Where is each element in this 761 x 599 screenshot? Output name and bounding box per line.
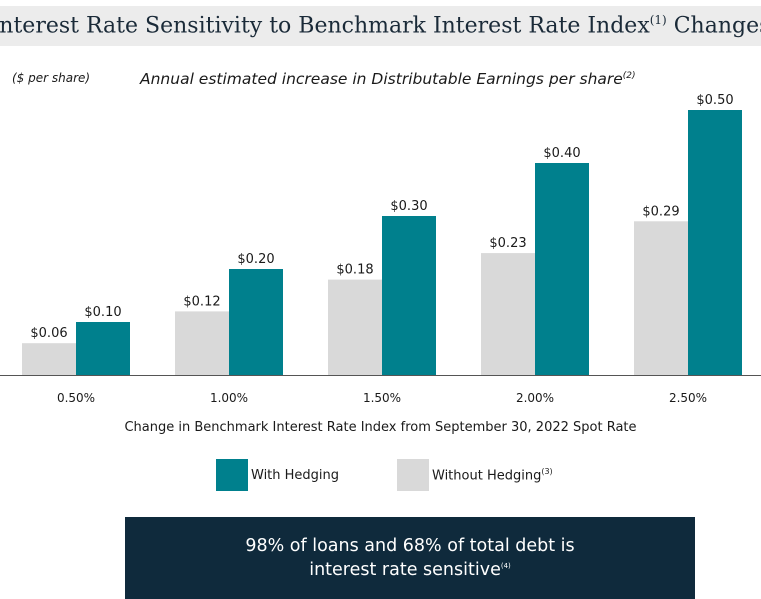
page-title: Interest Rate Sensitivity to Benchmark I… bbox=[0, 13, 761, 39]
x-tick-label-4: 2.00% bbox=[516, 391, 554, 405]
bar-without-hedging-4 bbox=[481, 253, 535, 375]
data-label-with-hedging-2: $0.20 bbox=[237, 252, 274, 267]
x-tick-label-1: 0.50% bbox=[57, 391, 95, 405]
callout-box: 98% of loans and 68% of total debt is in… bbox=[125, 517, 695, 599]
callout-footnote: (4) bbox=[500, 562, 511, 571]
data-label-without-hedging-3: $0.18 bbox=[336, 263, 373, 278]
chart-subtitle: Annual estimated increase in Distributab… bbox=[140, 70, 636, 88]
callout-line-2: interest rate sensitive(4) bbox=[309, 559, 511, 580]
legend-footnote: (3) bbox=[541, 466, 553, 476]
bar-with-hedging-4 bbox=[535, 163, 589, 375]
data-label-with-hedging-4: $0.40 bbox=[543, 146, 580, 161]
bar-with-hedging-3 bbox=[382, 216, 436, 375]
legend-label-without-hedging: Without Hedging(3) bbox=[432, 466, 553, 484]
legend-label-with-hedging: With Hedging bbox=[251, 467, 340, 483]
bar-without-hedging-3 bbox=[328, 279, 382, 375]
bar-chart: $0.06 $0.10 0.50% $0.12 $0.20 1.00% $0.18 $0.30… bbox=[0, 93, 761, 405]
bar-without-hedging-2 bbox=[175, 311, 229, 375]
subtitle-footnote: (2) bbox=[622, 70, 636, 81]
data-label-with-hedging-3: $0.30 bbox=[390, 199, 427, 214]
legend-with-hedging: With Hedging bbox=[216, 459, 339, 491]
legend-swatch-with-hedging bbox=[216, 459, 248, 491]
bar-without-hedging-5 bbox=[634, 221, 688, 375]
x-tick-label-5: 2.50% bbox=[669, 391, 707, 405]
unit-label: ($ per share) bbox=[12, 71, 91, 85]
data-label-without-hedging-2: $0.12 bbox=[183, 294, 220, 309]
bar-without-hedging-1 bbox=[22, 343, 76, 375]
title-footnote: (1) bbox=[649, 13, 667, 28]
legend-swatch-without-hedging bbox=[397, 459, 429, 491]
x-tick-label-3: 1.50% bbox=[363, 391, 401, 405]
data-label-without-hedging-5: $0.29 bbox=[642, 204, 679, 219]
title-bar: Interest Rate Sensitivity to Benchmark I… bbox=[0, 6, 761, 46]
bar-with-hedging-5 bbox=[688, 110, 742, 375]
x-tick-label-2: 1.00% bbox=[210, 391, 248, 405]
x-axis-title: Change in Benchmark Interest Rate Index … bbox=[124, 420, 637, 435]
data-label-with-hedging-1: $0.10 bbox=[84, 305, 121, 320]
callout-line-1: 98% of loans and 68% of total debt is bbox=[245, 536, 575, 557]
data-label-without-hedging-4: $0.23 bbox=[489, 236, 526, 251]
bar-with-hedging-2 bbox=[229, 269, 283, 375]
data-label-with-hedging-5: $0.50 bbox=[696, 93, 733, 108]
data-label-without-hedging-1: $0.06 bbox=[30, 326, 67, 341]
legend-without-hedging: Without Hedging(3) bbox=[397, 459, 553, 491]
bar-with-hedging-1 bbox=[76, 322, 130, 375]
